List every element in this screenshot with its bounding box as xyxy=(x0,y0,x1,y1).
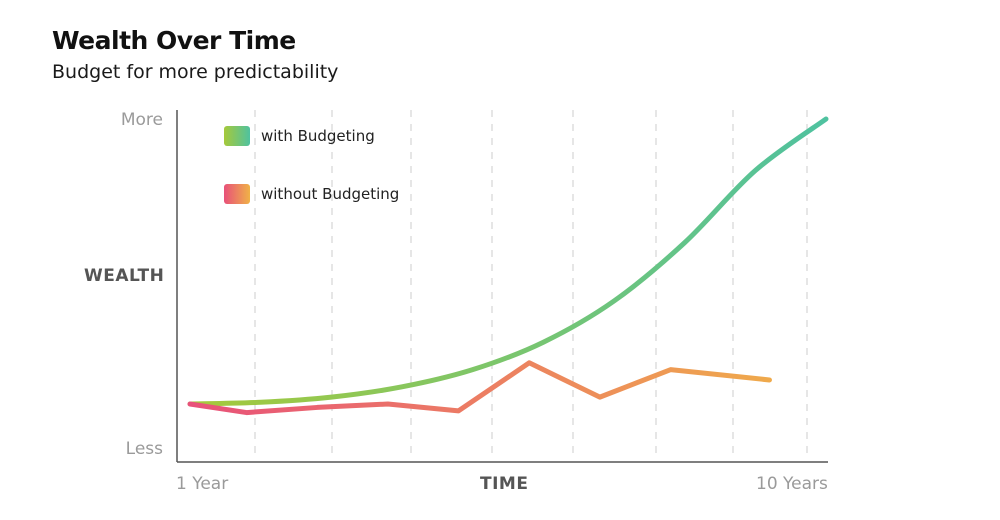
legend-label-with-budgeting: with Budgeting xyxy=(261,127,375,145)
grid-lines xyxy=(254,110,808,460)
series-line-without-budgeting xyxy=(187,360,772,416)
legend-swatch-without-budgeting xyxy=(224,184,250,204)
x-axis-label: TIME xyxy=(480,474,529,494)
chart-subtitle: Budget for more predictability xyxy=(52,61,339,83)
x-tick-end: 10 Years xyxy=(756,474,828,494)
x-tick-start: 1 Year xyxy=(176,474,229,494)
y-tick-top: More xyxy=(120,110,163,130)
series-line-with-budgeting xyxy=(187,116,829,407)
y-tick-bottom: Less xyxy=(125,439,163,459)
chart-title: Wealth Over Time xyxy=(52,26,296,55)
series-group xyxy=(187,116,829,416)
y-axis-label: WEALTH xyxy=(84,266,165,286)
legend-swatch-with-budgeting xyxy=(224,126,250,146)
legend-item-with-budgeting: with Budgeting xyxy=(224,126,375,146)
legend-label-without-budgeting: without Budgeting xyxy=(261,185,400,203)
legend-item-without-budgeting: without Budgeting xyxy=(224,184,399,204)
